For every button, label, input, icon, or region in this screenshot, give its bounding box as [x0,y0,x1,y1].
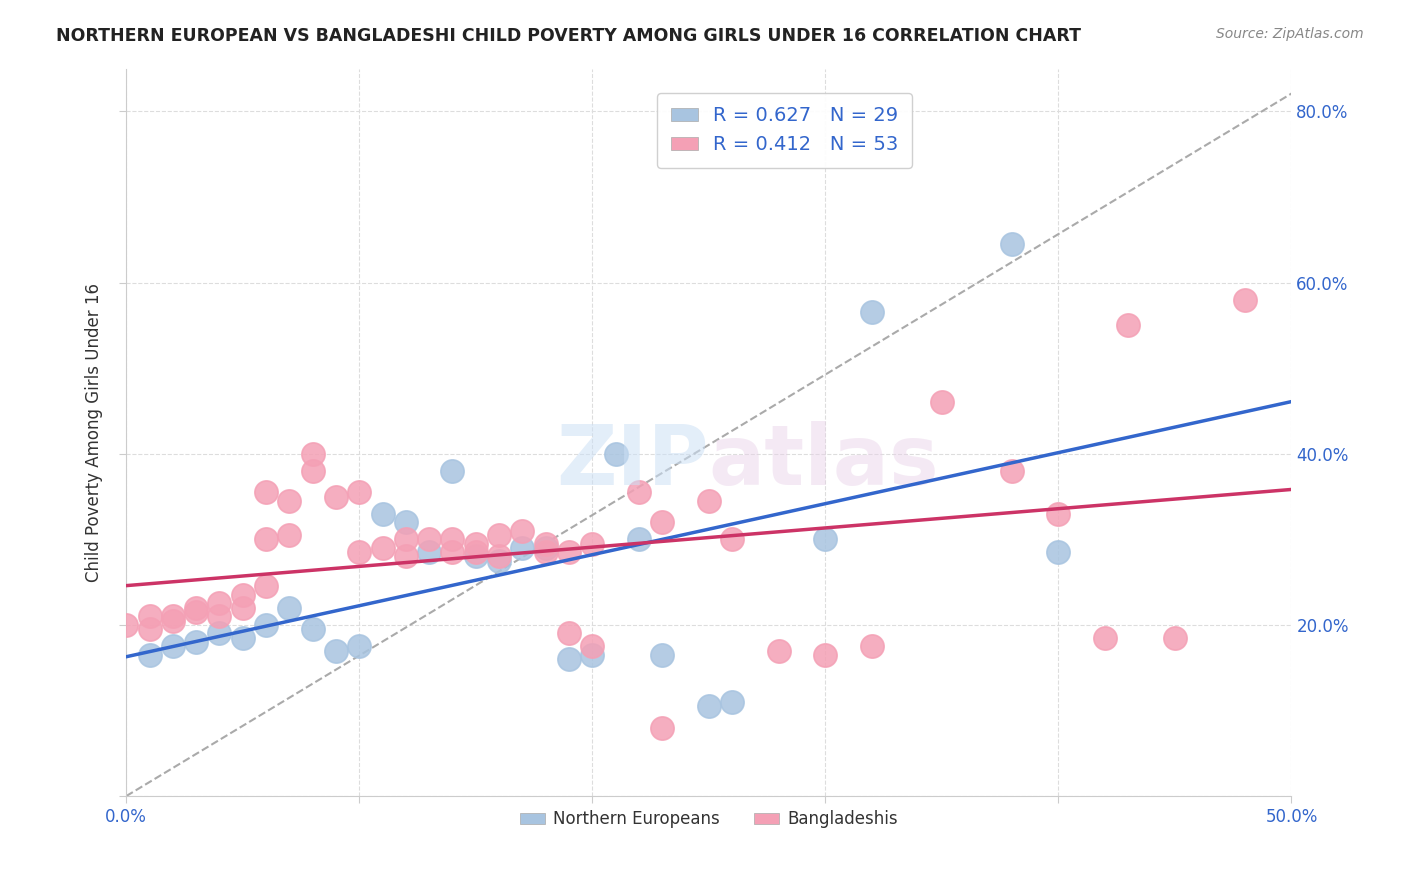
Point [278,600,301,615]
Point [138,622,160,636]
Point [301,464,323,478]
Point [184,605,207,619]
Point [138,648,160,662]
Point [581,648,603,662]
Point [232,588,254,602]
Point [138,609,160,624]
Point [1001,237,1024,252]
Point [1001,464,1024,478]
Point [208,597,231,611]
Point [1047,545,1070,559]
Text: Source: ZipAtlas.com: Source: ZipAtlas.com [1216,27,1364,41]
Point [208,626,231,640]
Point [254,579,277,593]
Point [697,699,720,714]
Point [254,485,277,500]
Point [184,635,207,649]
Point [860,305,883,319]
Y-axis label: Child Poverty Among Girls Under 16: Child Poverty Among Girls Under 16 [86,283,103,582]
Point [464,545,486,559]
Point [371,541,394,555]
Point [651,515,673,529]
Text: NORTHERN EUROPEAN VS BANGLADESHI CHILD POVERTY AMONG GIRLS UNDER 16 CORRELATION : NORTHERN EUROPEAN VS BANGLADESHI CHILD P… [56,27,1081,45]
Point [254,618,277,632]
Point [232,631,254,645]
Point [558,626,581,640]
Point [627,485,650,500]
Point [464,549,486,564]
Point [534,545,557,559]
Point [1047,507,1070,521]
Point [512,524,534,538]
Point [1118,318,1140,333]
Point [1094,631,1116,645]
Point [768,643,790,657]
Point [115,618,138,632]
Point [349,485,371,500]
Point [464,536,486,550]
Point [349,545,371,559]
Point [325,643,347,657]
Point [512,541,534,555]
Point [1233,293,1256,307]
Point [418,545,440,559]
Point [860,640,883,654]
Point [395,533,418,547]
Point [162,640,184,654]
Point [605,447,627,461]
Point [931,395,953,409]
Point [278,528,301,542]
Point [184,600,207,615]
Text: ZIP: ZIP [557,421,709,502]
Point [488,554,510,568]
Point [651,648,673,662]
Point [697,493,720,508]
Point [301,622,323,636]
Point [1164,631,1187,645]
Point [581,536,603,550]
Point [395,515,418,529]
Point [254,533,277,547]
Text: atlas: atlas [709,421,939,502]
Point [651,721,673,735]
Point [301,447,323,461]
Point [371,507,394,521]
Point [418,533,440,547]
Point [162,609,184,624]
Point [488,528,510,542]
Point [721,533,744,547]
Point [534,536,557,550]
Point [278,493,301,508]
Point [627,533,650,547]
Point [814,533,837,547]
Point [721,695,744,709]
Point [232,600,254,615]
Point [162,614,184,628]
Point [441,464,464,478]
Point [581,640,603,654]
Point [208,609,231,624]
Point [395,549,418,564]
Point [349,640,371,654]
Point [488,549,510,564]
Point [558,652,581,666]
Point [534,541,557,555]
Point [814,648,837,662]
Point [441,533,464,547]
Point [558,545,581,559]
Legend: Northern Europeans, Bangladeshis: Northern Europeans, Bangladeshis [513,804,904,835]
Point [441,545,464,559]
Point [325,490,347,504]
